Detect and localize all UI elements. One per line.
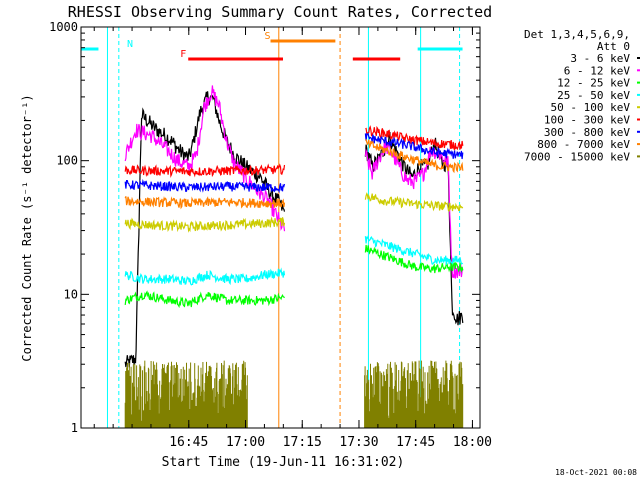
- series-path-7-1: [365, 139, 464, 174]
- series-6: [124, 132, 464, 194]
- flag-label-s: S: [265, 31, 271, 42]
- series-path-0-0: [124, 91, 286, 368]
- series-path-4-1: [364, 192, 464, 212]
- series-path-6-1: [364, 132, 464, 160]
- legend-label-5: 100 - 300 keV: [544, 114, 630, 127]
- plot-area: N F S 1 10 100 1000 16:45 17:00 17:15 17:30 17:45 18…: [49, 20, 492, 450]
- legend-label-0: 3 - 6 keV: [570, 52, 630, 65]
- y-tick-label-3: 1000: [49, 20, 78, 34]
- x-tick-label-1: 17:00: [226, 435, 265, 450]
- series-path-3-1: [364, 234, 464, 265]
- plot-frame: [80, 26, 481, 429]
- chart-title: RHESSI Observing Summary Count Rates, Co…: [68, 3, 492, 21]
- y-tick-label-0: 1: [71, 421, 78, 435]
- series-8: [124, 360, 464, 428]
- series-path-8: [124, 360, 464, 428]
- y-tick-label-1: 10: [64, 287, 78, 301]
- flag-label-n: N: [127, 39, 133, 50]
- legend-header-attenuator: Att 0: [597, 40, 630, 53]
- x-axis-label: Start Time (19-Jun-11 16:31:02): [162, 455, 405, 470]
- series-path-4-0: [124, 216, 286, 233]
- series-path-2-0: [124, 290, 285, 309]
- series-7: [124, 139, 464, 210]
- x-tick-label-3: 17:30: [339, 435, 378, 450]
- series-path-6-0: [124, 178, 286, 194]
- x-tick-label-5: 18:00: [453, 435, 492, 450]
- x-tick-label-0: 16:45: [169, 435, 208, 450]
- legend-label-2: 12 - 25 keV: [557, 77, 630, 90]
- legend-header-detectors: Det 1,3,4,5,6,9,: [524, 28, 630, 41]
- series-3: [124, 234, 464, 286]
- series-path-7-0: [124, 196, 286, 210]
- y-tick-label-2: 100: [56, 154, 78, 168]
- y-axis-label: Corrected Count Rate (s⁻¹ detector⁻¹): [20, 94, 34, 361]
- x-tick-label-4: 17:45: [396, 435, 435, 450]
- legend-label-6: 300 - 800 keV: [544, 126, 630, 139]
- legend-label-8: 7000 - 15000 keV: [524, 150, 630, 163]
- series-path-3-0: [124, 267, 286, 286]
- series-4: [124, 192, 464, 233]
- x-tick-label-2: 17:15: [283, 435, 322, 450]
- legend-label-1: 6 - 12 keV: [564, 64, 631, 77]
- flag-label-f: F: [180, 49, 186, 60]
- footer-date: 18-Oct-2021 00:08: [555, 468, 637, 477]
- legend-label-4: 50 - 100 keV: [551, 101, 631, 114]
- series-path-5-0: [124, 163, 286, 179]
- legend-label-7: 800 - 7000 keV: [537, 138, 630, 151]
- series-path-1-0: [124, 85, 286, 232]
- legend-label-3: 25 - 50 keV: [557, 89, 630, 102]
